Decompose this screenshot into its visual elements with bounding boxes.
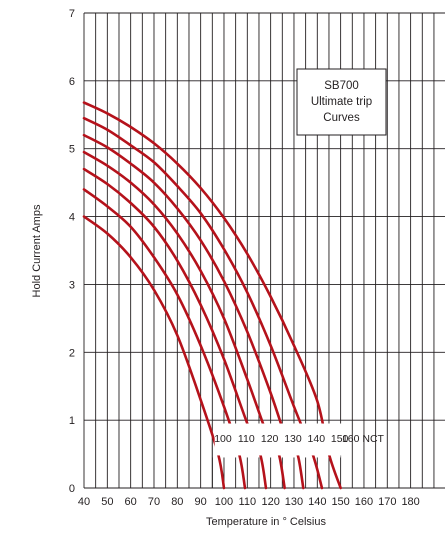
curve-label: 150 (331, 433, 349, 445)
x-tick-label: 170 (378, 496, 396, 508)
x-tick-label: 80 (171, 496, 183, 508)
curve-label: 140 (308, 433, 326, 445)
x-tick-label: 50 (101, 496, 113, 508)
chart-title-line-3: Curves (323, 112, 360, 124)
x-tick-label: 40 (78, 496, 90, 508)
curve-150 (82, 116, 324, 490)
y-tick-label: 3 (69, 279, 75, 291)
x-axis-title: Temperature in ° Celsius (206, 516, 326, 528)
x-tick-label: 110 (239, 496, 257, 508)
y-tick-label: 4 (69, 212, 75, 224)
grid (83, 12, 445, 489)
curve-label: 120 (261, 433, 279, 445)
x-tick-label: 120 (261, 496, 279, 508)
curve-label: 110 (238, 433, 255, 445)
y-tick-label: 1 (69, 415, 75, 427)
x-tick-label: 130 (285, 496, 303, 508)
chart-title-line-1: SB700 (324, 80, 359, 92)
y-tick-label: 5 (69, 144, 75, 156)
chart-title-box: SB700 Ultimate trip Curves (296, 68, 387, 136)
x-tick-label: 160 (355, 496, 373, 508)
y-tick-label: 0 (69, 483, 75, 495)
y-tick-label: 7 (69, 8, 75, 20)
x-tick-label: 180 (401, 496, 419, 508)
x-tick-label: 150 (331, 496, 349, 508)
curve-160-nct (82, 101, 342, 490)
x-tick-label: 140 (308, 496, 326, 508)
curve-label: 130 (284, 433, 302, 445)
curves (82, 101, 346, 490)
x-tick-label: 60 (125, 496, 137, 508)
curve-label-strip (214, 423, 346, 456)
curve-label: 160 NCT (342, 433, 385, 445)
y-axis-title: Hold Current Amps (31, 204, 43, 297)
chart-title-line-2: Ultimate trip (311, 96, 372, 108)
y-tick-label: 2 (69, 347, 75, 359)
x-tick-label: 90 (195, 496, 207, 508)
x-tick-label: 70 (148, 496, 160, 508)
y-tick-label: 6 (69, 76, 75, 88)
curve-label: 100 (214, 433, 232, 445)
title-box-frame (296, 68, 387, 136)
x-tick-label: 100 (215, 496, 233, 508)
